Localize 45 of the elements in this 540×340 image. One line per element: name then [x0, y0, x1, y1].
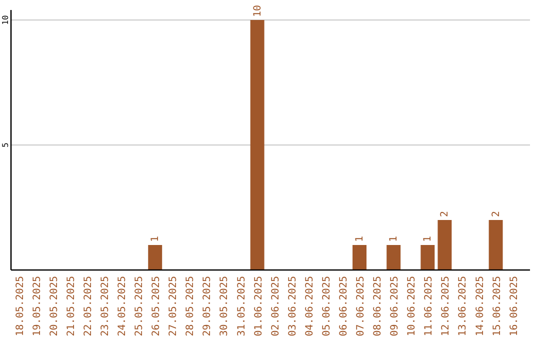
x-tick-label: 31.05.2025	[236, 276, 248, 336]
bar	[438, 220, 452, 270]
x-tick-label: 21.05.2025	[66, 276, 77, 336]
x-tick-label: 29.05.2025	[202, 276, 214, 336]
x-tick-label: 10.06.2025	[406, 276, 418, 336]
x-tick-label: 04.06.2025	[304, 276, 316, 336]
x-tick-label: 01.06.2025	[253, 276, 264, 336]
data-label: 1	[422, 236, 434, 242]
x-tick-label: 14.06.2025	[474, 276, 486, 336]
x-tick-label: 23.05.2025	[100, 276, 112, 336]
x-tick-label: 22.05.2025	[82, 276, 94, 336]
bar	[352, 245, 366, 270]
x-tick-label: 24.05.2025	[117, 276, 128, 336]
bar	[250, 20, 264, 270]
x-tick-label: 15.06.2025	[492, 276, 503, 336]
x-tick-label: 08.06.2025	[372, 276, 384, 336]
data-label: 1	[354, 236, 366, 242]
data-label: 2	[490, 210, 502, 217]
bar	[488, 220, 503, 270]
x-tick-label: 20.05.2025	[48, 276, 60, 336]
x-tick-label: 06.06.2025	[338, 276, 350, 336]
x-tick-label: 28.05.2025	[185, 276, 196, 336]
x-tick-label: 03.06.2025	[287, 276, 298, 336]
x-tick-label: 18.05.2025	[14, 276, 26, 336]
data-label: 1	[388, 236, 400, 242]
x-tick-label: 27.05.2025	[168, 276, 180, 336]
x-tick-label: 11.06.2025	[424, 276, 435, 336]
x-tick-label: 30.05.2025	[219, 276, 230, 336]
data-label: 2	[440, 210, 451, 217]
x-tick-label: 25.05.2025	[134, 276, 146, 336]
x-tick-label: 05.06.2025	[321, 276, 332, 336]
x-tick-label: 02.06.2025	[270, 276, 282, 336]
bar	[148, 245, 162, 270]
data-label: 1	[150, 236, 162, 242]
x-tick-label: 13.06.2025	[458, 276, 469, 336]
y-tick-label: 5	[1, 142, 10, 148]
x-tick-label: 19.05.2025	[32, 276, 43, 336]
bar	[420, 245, 435, 270]
x-tick-label: 16.06.2025	[508, 276, 520, 336]
x-tick-label: 07.06.2025	[356, 276, 367, 336]
x-tick-label: 09.06.2025	[390, 276, 401, 336]
data-label: 10	[252, 4, 264, 17]
bar	[386, 245, 401, 270]
x-tick-label: 26.05.2025	[151, 276, 162, 336]
x-tick-label: 12.06.2025	[440, 276, 452, 336]
